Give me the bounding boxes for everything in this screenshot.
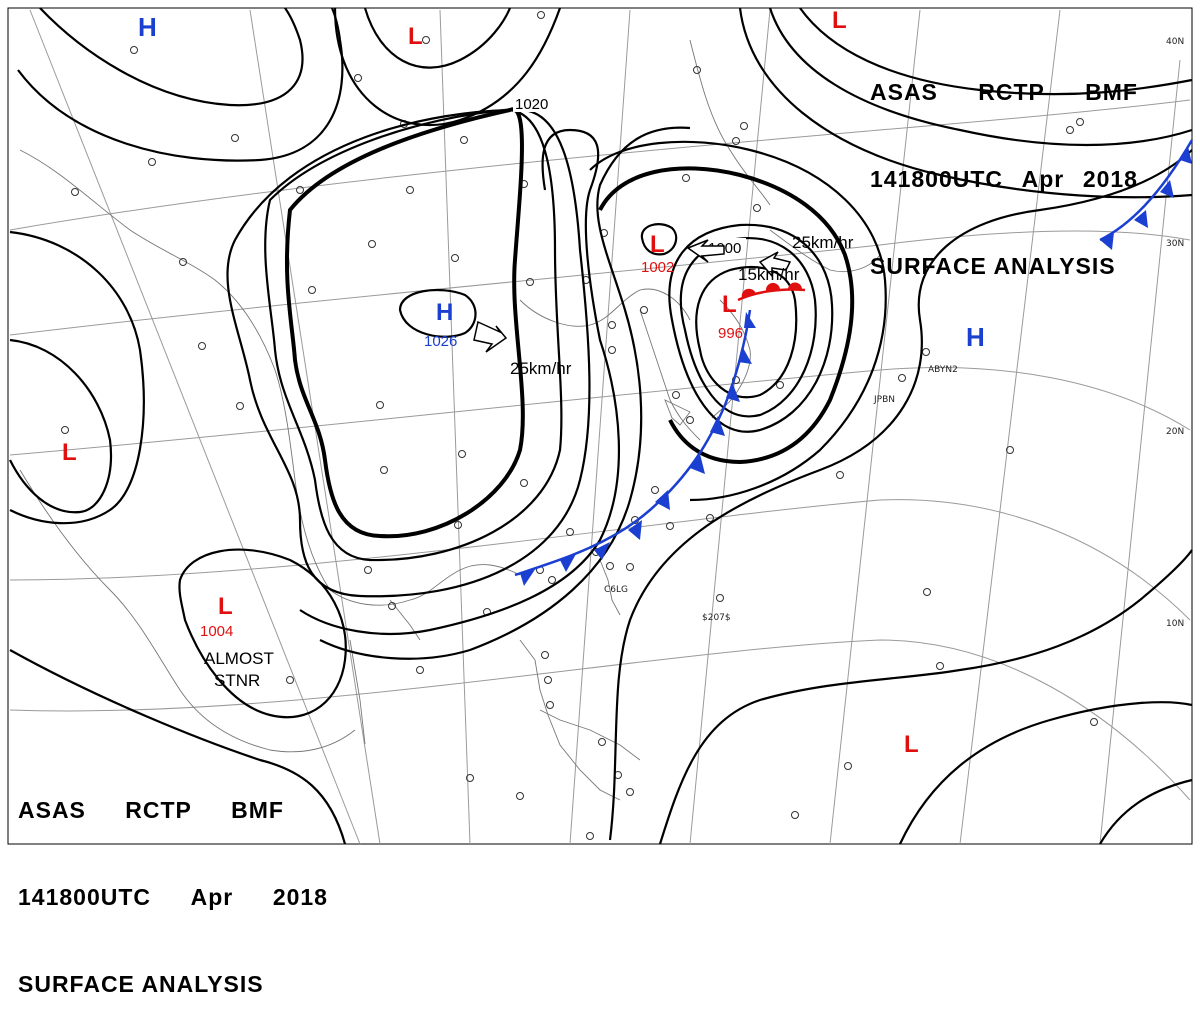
header-top-month: Apr [1021, 166, 1065, 192]
header-bottom-time: 141800UTC [18, 884, 152, 910]
header-bottom-source: BMF [231, 797, 284, 823]
header-bottom: ASAS RCTP BMF 141800UTC Apr 2018 SURFACE… [18, 738, 328, 1028]
header-top-title: SURFACE ANALYSIS [870, 253, 1116, 279]
header-bottom-product: ASAS [18, 797, 86, 823]
header-top-product: ASAS [870, 79, 938, 105]
isobars [9, 7, 1193, 845]
low-center-ne: L [832, 7, 847, 34]
map-frame [7, 7, 1193, 845]
header-top-line1: ASAS RCTP BMF [870, 78, 1138, 107]
weather-map: 40N 30N 20N 10N [7, 7, 1194, 845]
low-center-west: L [62, 439, 77, 466]
lat-label-20n: 20N [1166, 427, 1184, 437]
station-id-abyn2: ABYN2 [928, 365, 958, 375]
motion-labels: 25km/hr 25km/hr 15km/hr [510, 233, 854, 378]
low-center-north: L [408, 23, 423, 50]
header-bottom-line2: 141800UTC Apr 2018 [18, 883, 328, 912]
motion-label-low-east: 25km/hr [792, 233, 854, 252]
lat-label-10n: 10N [1166, 619, 1184, 629]
header-top-source: BMF [1085, 79, 1138, 105]
header-bottom-title: SURFACE ANALYSIS [18, 971, 264, 997]
high-center-east: H [966, 322, 985, 352]
header-bottom-year: 2018 [272, 884, 328, 910]
isobar-label-1020: 1020 [515, 96, 548, 113]
low-center-1002-value: 1002 [641, 259, 674, 276]
station-id-207: $207$ [702, 613, 731, 623]
motion-arrow-east [758, 251, 792, 279]
low-center-1002: L [650, 231, 665, 258]
header-top-year: 2018 [1082, 166, 1138, 192]
header-top-time: 141800UTC [870, 166, 1004, 192]
low-center-1004-value: 1004 [200, 623, 233, 640]
low-center-1004: L [218, 593, 233, 620]
header-bottom-center: RCTP [125, 797, 192, 823]
low-center-996-value: 996 [718, 325, 743, 342]
lat-label-40n: 40N [1166, 37, 1184, 47]
header-bottom-month: Apr [190, 884, 234, 910]
low-center-se: L [904, 731, 919, 758]
annotation-line2: STNR [214, 671, 260, 690]
low-center-996: L [722, 291, 737, 318]
pressure-centers: H H 1026 H L L L 1002 L 996 L L 1004 L [62, 7, 985, 758]
coastlines [19, 39, 881, 801]
latitude-grid [9, 99, 1191, 801]
motion-arrow-west [473, 320, 508, 353]
warm-front [737, 282, 806, 302]
high-center-main: H [436, 299, 453, 326]
station-ids: JPBN ABYN2 C6LG $207$ [604, 365, 958, 623]
high-center-nw: H [138, 12, 157, 42]
motion-label-low: 15km/hr [738, 265, 800, 284]
station-id-c6lg: C6LG [604, 585, 628, 595]
station-id-jpbn: JPBN [873, 395, 895, 405]
header-top-center: RCTP [978, 79, 1045, 105]
motion-label-high: 25km/hr [510, 359, 572, 378]
motion-arrows [473, 239, 792, 353]
motion-arrow-north [686, 239, 725, 263]
high-center-main-value: 1026 [424, 333, 457, 350]
annotation-line1: ALMOST [204, 649, 274, 668]
cold-front [514, 139, 1194, 586]
header-bottom-line1: ASAS RCTP BMF [18, 796, 284, 825]
latitude-labels: 40N 30N 20N 10N [1166, 37, 1184, 629]
header-top-line2: 141800UTC Apr 2018 [870, 165, 1138, 194]
header-top: ASAS RCTP BMF 141800UTC Apr 2018 SURFACE… [870, 20, 1138, 310]
lat-label-30n: 30N [1166, 239, 1184, 249]
stationary-annotation: ALMOST STNR [204, 649, 274, 690]
